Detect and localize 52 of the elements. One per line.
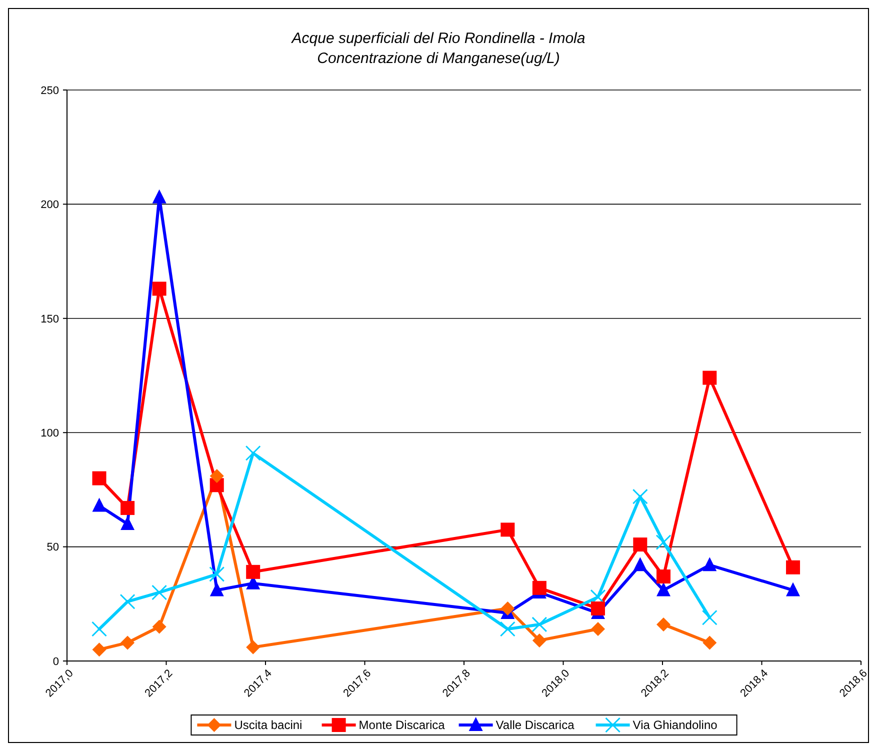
point — [656, 534, 672, 550]
point — [120, 516, 135, 530]
chart-subtitle: Concentrazione di Manganese(ug/L) — [317, 50, 560, 67]
point — [590, 601, 605, 616]
point — [702, 610, 718, 626]
point — [633, 557, 648, 572]
point — [702, 370, 717, 385]
point — [532, 633, 546, 648]
point — [246, 564, 260, 579]
point — [656, 617, 670, 632]
y-tick-label: 200 — [40, 199, 59, 212]
point — [152, 282, 166, 296]
point — [152, 189, 166, 204]
point — [786, 582, 800, 596]
point — [500, 621, 516, 637]
point — [152, 584, 168, 600]
legend-label: Monte Discarica — [358, 718, 446, 732]
y-tick-label: 50 — [46, 542, 59, 554]
legend-label: Via Ghiandolino — [632, 718, 718, 732]
point — [210, 582, 224, 596]
y-tick-label: 100 — [40, 427, 59, 440]
point — [532, 616, 548, 632]
legend-label: Uscita bacini — [234, 718, 302, 732]
point — [92, 642, 106, 657]
point — [500, 601, 515, 616]
point — [786, 560, 800, 574]
point — [92, 471, 106, 486]
point — [590, 622, 605, 636]
point — [702, 557, 717, 572]
point — [500, 522, 515, 537]
point — [656, 582, 670, 596]
point — [532, 580, 546, 595]
point — [656, 569, 670, 584]
point — [120, 594, 136, 610]
point — [633, 538, 648, 552]
point — [210, 468, 224, 483]
point — [702, 636, 717, 650]
point — [590, 589, 606, 605]
point — [152, 620, 166, 634]
y-tick-label: 0 — [52, 656, 59, 668]
y-tick-label: 150 — [40, 313, 59, 326]
point — [120, 500, 135, 515]
point — [632, 488, 648, 504]
point — [92, 621, 108, 637]
point — [246, 640, 260, 654]
point — [245, 445, 261, 461]
legend-label: Valle Discarica — [496, 718, 575, 732]
y-tick-label: 250 — [40, 84, 59, 97]
point — [92, 498, 106, 512]
point — [120, 636, 135, 650]
point — [209, 566, 225, 582]
chart-title: Acque superficiali del Rio Rondinella - Imola — [290, 30, 586, 47]
